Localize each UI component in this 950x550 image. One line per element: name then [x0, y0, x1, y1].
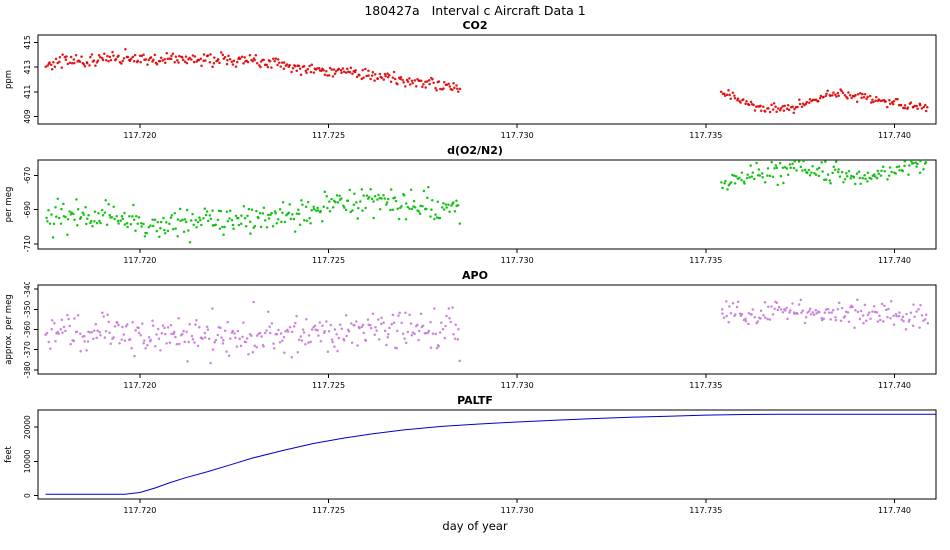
y-axis-title: ppm	[4, 70, 14, 89]
y-tick-label: -340	[23, 282, 32, 298]
y-axis-title: feet	[4, 445, 14, 462]
x-tick-label: 117.720	[123, 131, 156, 140]
x-axis: 117.720 117.725 117.730 117.735 117.740	[123, 499, 911, 515]
x-tick-label: 117.740	[878, 131, 911, 140]
d(o2/n2)-points	[45, 159, 928, 244]
y-tick-label: 415	[23, 35, 32, 50]
y-axis-title: per meg	[4, 187, 14, 223]
panel-co2-title: CO2	[462, 19, 488, 32]
y-tick-label: -710	[23, 235, 32, 252]
x-tick-label: 117.725	[312, 506, 345, 515]
x-tick-label: 117.735	[689, 506, 722, 515]
panel-o2n2-canvas: 117.720 117.725 117.730 117.735 117.740-710-…	[4, 159, 937, 265]
y-tick-label: 409	[23, 109, 32, 124]
y-tick-label: -370	[23, 341, 32, 358]
co2-points	[44, 47, 929, 115]
paltf-line	[45, 413, 936, 495]
y-tick-label: 413	[23, 60, 32, 75]
x-axis-label: day of year	[442, 519, 508, 533]
x-axis: 117.720 117.725 117.730 117.735 117.740	[123, 374, 911, 390]
panel-apo-title: APO	[462, 269, 488, 282]
x-tick-label: 117.720	[123, 256, 156, 265]
x-tick-label: 117.725	[312, 131, 345, 140]
x-tick-label: 117.730	[501, 381, 534, 390]
y-axis-title: approx. per meg	[4, 294, 14, 364]
y-axis: 409 411 413 415	[23, 35, 38, 124]
y-tick-label: 20000	[23, 415, 32, 439]
panel-co2: CO2 117.720 117.725 117.730 117.735 117.740 4…	[0, 19, 950, 144]
plot-box	[37, 284, 937, 375]
x-tick-label: 117.735	[689, 256, 722, 265]
y-tick-label: 0	[23, 493, 32, 498]
y-tick-label: -380	[23, 361, 32, 378]
x-tick-label: 117.730	[501, 506, 534, 515]
x-tick-label: 117.730	[501, 131, 534, 140]
x-tick-label: 117.740	[878, 506, 911, 515]
panel-paltf-canvas: 117.720 117.725 117.730 117.735 117.740 0 1000…	[4, 409, 937, 515]
y-axis: 0 10000 20000	[23, 415, 38, 498]
y-tick-label: -690	[23, 201, 32, 218]
panel-apo: APO 117.720 117.725 117.730 117.735 117.740 -…	[0, 269, 950, 394]
panel-o2n2: d(O2/N2) 117.720 117.725 117.730 117.735 117…	[0, 144, 950, 269]
plot-box	[37, 159, 937, 250]
x-tick-label: 117.740	[878, 256, 911, 265]
x-tick-label: 117.740	[878, 381, 911, 390]
y-axis: -380 -370 -360 -350 -340	[23, 282, 38, 378]
x-tick-label: 117.720	[123, 381, 156, 390]
x-tick-label: 117.735	[689, 131, 722, 140]
y-tick-label: -350	[23, 301, 32, 318]
y-tick-label: -670	[23, 167, 32, 184]
plot-box	[37, 409, 937, 500]
panel-o2n2-title: d(O2/N2)	[447, 144, 503, 157]
y-axis: -710 -690 -670	[23, 167, 38, 252]
x-tick-label: 117.725	[312, 381, 345, 390]
x-axis: 117.720 117.725 117.730 117.735 117.740	[123, 124, 911, 140]
apo-points	[44, 298, 930, 365]
panel-paltf-title: PALTF	[457, 394, 493, 407]
panel-co2-canvas: 117.720 117.725 117.730 117.735 117.740 409 41…	[4, 34, 937, 140]
plot-box	[37, 34, 937, 125]
y-tick-label: 411	[23, 84, 32, 99]
x-tick-label: 117.725	[312, 256, 345, 265]
x-tick-label: 117.720	[123, 506, 156, 515]
y-tick-label: -360	[23, 321, 32, 338]
panel-paltf: PALTF 117.720 117.725 117.730 117.735 117.74…	[0, 394, 950, 519]
panel-apo-canvas: 117.720 117.725 117.730 117.735 117.740-380-…	[4, 282, 937, 390]
x-axis: 117.720 117.725 117.730 117.735 117.740	[123, 249, 911, 265]
x-tick-label: 117.735	[689, 381, 722, 390]
plot-title: 180427a Interval c Aircraft Data 1	[364, 3, 586, 18]
y-tick-label: 10000	[23, 449, 32, 473]
x-tick-label: 117.730	[501, 256, 534, 265]
